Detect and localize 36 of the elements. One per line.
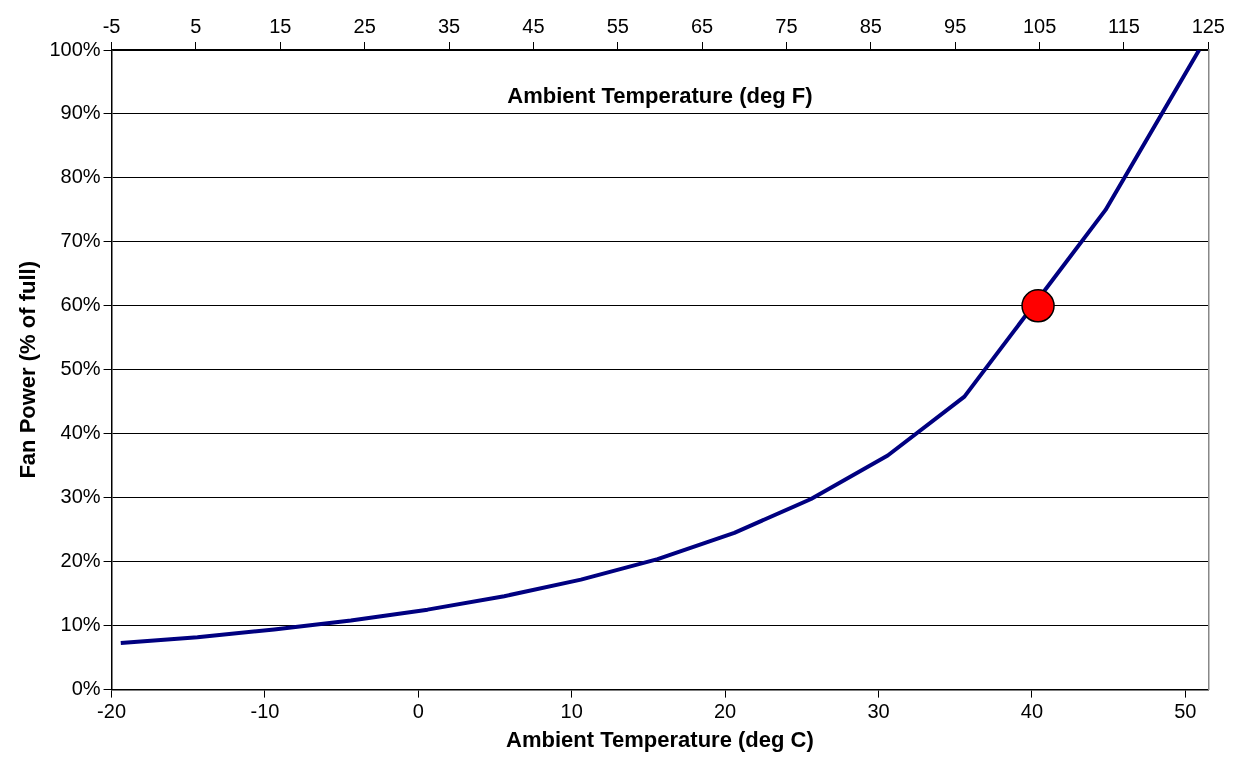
x2-tick-label: 95 [944,14,967,37]
y-axis-title: Fan Power (% of full) [15,261,41,479]
x2-tick-label: 5 [190,14,202,37]
y-tick-label: 90% [60,101,101,124]
y-tick-label: 100% [49,37,101,60]
y-tick-label: 60% [60,293,101,316]
x2-tick-label: 65 [690,14,714,37]
x2-tick-label: 105 [1022,14,1057,37]
y-tick-label: 20% [60,549,101,572]
x2-tick-label: 125 [1191,14,1225,37]
y-tick-label: 70% [60,229,101,252]
x2-tick-label: 45 [522,14,545,37]
x2-tick-label: 85 [859,14,882,37]
y-tick-label: 50% [60,357,101,380]
x2-tick-label: 115 [1108,14,1140,37]
x-tick-label: -10 [250,700,280,723]
x2-axis-title: Ambient Temperature (deg F) [507,83,813,109]
x-tick-label: 30 [867,700,890,723]
y-tick-label: 30% [60,485,101,508]
x2-tick-label: 25 [353,14,376,37]
x-tick-label: 50 [1174,700,1197,723]
y-tick-label: 0% [71,677,101,700]
x-tick-label: 0 [412,700,424,723]
x-tick-label: 20 [714,700,737,723]
x2-tick-label: 15 [269,14,292,37]
y-tick-label: 10% [60,613,101,636]
x2-tick-label: 35 [437,14,461,37]
x2-tick-label: 55 [606,14,629,37]
x-axis-title: Ambient Temperature (deg C) [506,726,814,752]
x2-tick-label: -5 [102,14,121,37]
x-tick-label: -20 [97,700,127,723]
x2-tick-label: 75 [775,14,798,37]
y-tick-label: 80% [60,165,101,188]
x-tick-label: 10 [560,700,583,723]
x-tick-label: 40 [1020,700,1044,723]
y-tick-label: 40% [60,421,101,444]
